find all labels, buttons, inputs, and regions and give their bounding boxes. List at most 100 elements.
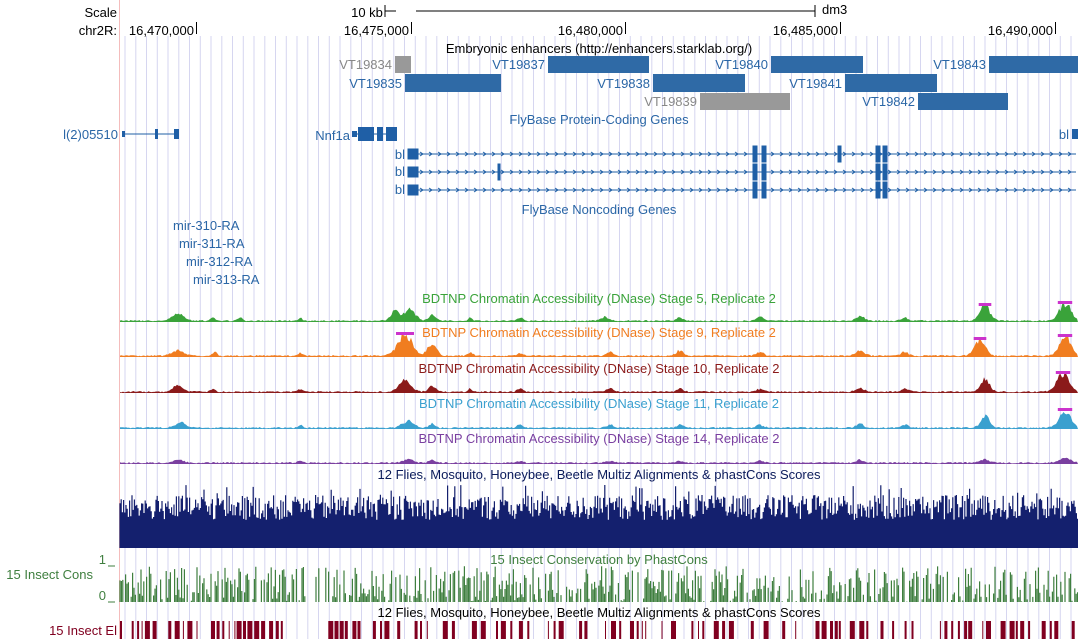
gene-label-Nnf1a[interactable]: Nnf1a	[315, 128, 350, 143]
enhancer-label[interactable]: VT19841	[789, 76, 842, 91]
enhancer-label[interactable]: VT19837	[492, 57, 545, 72]
strand-arrow	[527, 169, 532, 175]
enhancer-VT19840[interactable]	[771, 56, 863, 73]
enhancer-label[interactable]: VT19834	[339, 57, 392, 72]
strand-arrow	[572, 151, 577, 157]
noncoding-gene-label[interactable]: mir-310-RA	[173, 218, 240, 233]
conserved-element	[1020, 621, 1025, 639]
enhancer-label[interactable]: VT19835	[349, 76, 402, 91]
scale-bar-label: 10 kb	[351, 5, 383, 20]
strand-arrow	[779, 187, 784, 193]
conserved-element	[815, 621, 820, 639]
strand-arrow	[698, 169, 703, 175]
strand-arrow	[518, 151, 523, 157]
enhancer-features[interactable]	[395, 56, 1078, 110]
gene-label-bl[interactable]: bl	[1058, 127, 1069, 142]
protein-genes-track-title[interactable]: FlyBase Protein-Coding Genes	[509, 112, 689, 127]
enhancer-label[interactable]: VT19838	[597, 76, 650, 91]
noncoding-gene-label[interactable]: mir-311-RA	[179, 236, 245, 251]
ruler-position-4: 16,485,000	[772, 23, 838, 38]
enhancer-VT19843[interactable]	[989, 56, 1078, 73]
strand-arrow	[1004, 151, 1009, 157]
gene-model-l2-05510[interactable]	[122, 129, 179, 139]
gene-label-bl[interactable]: bl	[394, 182, 405, 197]
strand-arrow	[617, 151, 622, 157]
conserved-element	[645, 621, 647, 639]
strand-arrow	[995, 169, 1000, 175]
strand-arrow	[617, 169, 622, 175]
conserved-element	[518, 621, 523, 639]
gene-label-bl[interactable]: bl	[394, 147, 405, 162]
enhancer-label[interactable]: VT19842	[862, 94, 915, 109]
elements-side-label[interactable]: 15 Insect El	[49, 623, 117, 638]
strand-arrow	[491, 151, 496, 157]
gene-model-Nnf1a[interactable]	[352, 127, 397, 141]
enhancer-VT19838[interactable]	[653, 74, 745, 92]
conserved-element	[553, 621, 556, 639]
strand-arrow	[671, 187, 676, 193]
conserved-element	[1009, 621, 1015, 639]
strand-arrow	[986, 169, 991, 175]
gene-models-bl[interactable]	[407, 145, 1076, 199]
strand-arrow	[995, 151, 1000, 157]
strand-arrow	[644, 151, 649, 157]
dnase-stage10-title[interactable]: BDTNP Chromatin Accessibility (DNase) St…	[418, 361, 780, 376]
strand-arrow	[500, 187, 505, 193]
conserved-element	[420, 621, 422, 639]
protein-coding-gene-models[interactable]	[122, 127, 1078, 199]
exon	[377, 127, 383, 141]
exon	[358, 127, 374, 141]
dnase-stage9-title[interactable]: BDTNP Chromatin Accessibility (DNase) St…	[422, 325, 776, 340]
strand-arrow	[653, 151, 658, 157]
strand-arrow	[851, 151, 856, 157]
strand-arrow	[887, 169, 892, 175]
phastcons-track-title[interactable]: 15 Insect Conservation by PhastCons	[490, 552, 708, 567]
strand-arrow	[707, 187, 712, 193]
strand-arrow	[509, 151, 514, 157]
conserved-element	[1015, 621, 1018, 639]
dnase-stage11-title[interactable]: BDTNP Chromatin Accessibility (DNase) St…	[418, 396, 780, 411]
conserved-element	[939, 621, 941, 639]
strand-arrow	[572, 169, 577, 175]
gene-model-bl-right[interactable]	[1072, 129, 1078, 139]
strand-arrow	[590, 187, 595, 193]
strand-arrow	[941, 187, 946, 193]
conserved-element	[1028, 621, 1031, 639]
gene-label-bl[interactable]: bl	[394, 164, 405, 179]
strand-arrow	[1004, 169, 1009, 175]
noncoding-gene-label[interactable]: mir-313-RA	[193, 272, 260, 287]
exon	[882, 145, 888, 163]
elements-track-title[interactable]: 12 Flies, Mosquito, Honeybee, Beetle Mul…	[377, 605, 821, 620]
strand-arrow	[644, 169, 649, 175]
dnase-stage14-title[interactable]: BDTNP Chromatin Accessibility (DNase) St…	[418, 431, 780, 446]
strand-arrow	[788, 169, 793, 175]
enhancer-VT19842[interactable]	[918, 93, 1008, 110]
conserved-element	[144, 621, 150, 639]
dnase-stage5-title[interactable]: BDTNP Chromatin Accessibility (DNase) St…	[422, 291, 776, 306]
strand-arrow	[635, 169, 640, 175]
exon	[352, 131, 357, 137]
noncoding-genes-track-title[interactable]: FlyBase Noncoding Genes	[521, 202, 677, 217]
enhancer-label[interactable]: VT19840	[715, 57, 768, 72]
enhancer-VT19835[interactable]	[405, 74, 501, 92]
conserved-element	[174, 621, 180, 639]
noncoding-gene-label[interactable]: mir-312-RA	[186, 254, 253, 269]
enhancers-track-title[interactable]: Embryonic enhancers (http://enhancers.st…	[445, 41, 753, 56]
enhancer-VT19841[interactable]	[845, 74, 937, 92]
enhancer-label[interactable]: VT19839	[644, 94, 697, 109]
enhancer-label[interactable]: VT19843	[933, 57, 986, 72]
strand-arrow	[419, 151, 424, 157]
enhancer-VT19839[interactable]	[700, 93, 790, 110]
phastcons-side-label[interactable]: 15 Insect Cons	[6, 567, 93, 582]
strand-arrow	[905, 151, 910, 157]
enhancer-VT19834[interactable]	[395, 56, 411, 73]
conserved-element	[892, 621, 895, 639]
enhancer-VT19837[interactable]	[548, 56, 649, 73]
strand-arrow	[554, 187, 559, 193]
strand-arrow	[734, 169, 739, 175]
conserved-element	[196, 621, 198, 639]
multiz-track-title[interactable]: 12 Flies, Mosquito, Honeybee, Beetle Mul…	[377, 467, 821, 482]
strand-arrow	[1058, 169, 1063, 175]
gene-label-l2-05510[interactable]: l(2)05510	[63, 127, 118, 142]
conserved-element	[1054, 621, 1059, 639]
